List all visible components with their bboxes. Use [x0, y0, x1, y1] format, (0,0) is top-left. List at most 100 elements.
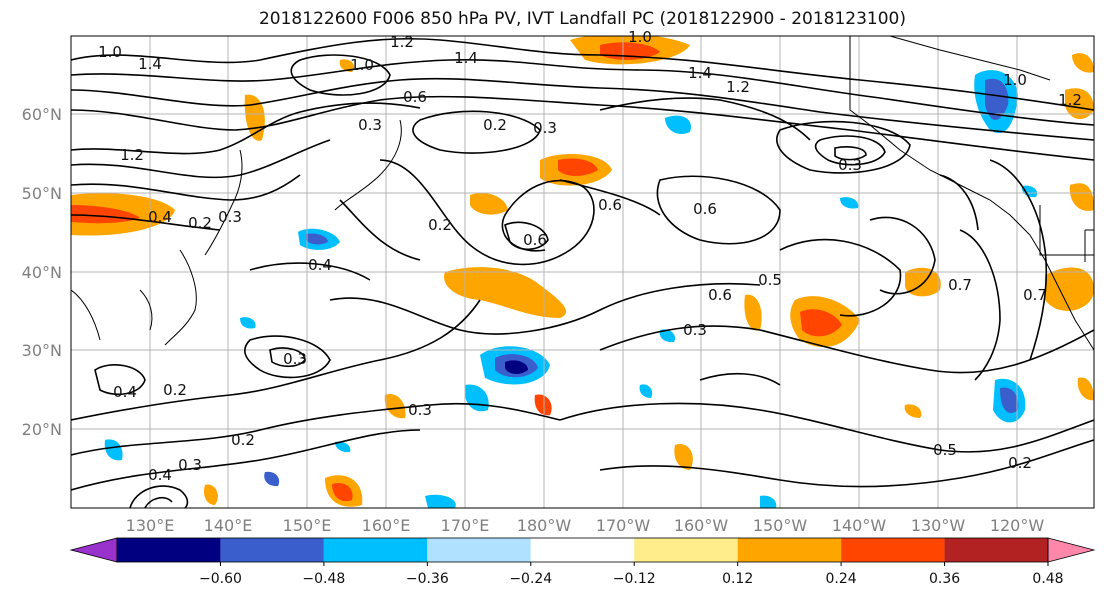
contour-labels: 1.0 1.4 1.2 1.0 1.4 1.2 1.4 1.0 1.2 0.6 0.3 0.2 0.3 0… [98, 28, 1082, 484]
lon-label: 140°W [832, 516, 887, 535]
pv-anomaly-negative [240, 317, 256, 329]
colorbar-swatch [117, 538, 221, 562]
contour-label: 0.6 [693, 200, 717, 218]
colorbar-extend-low [69, 537, 118, 563]
colorbar-swatch [427, 538, 531, 562]
pv-anomaly-negative [335, 441, 351, 453]
colorbar-tick-label: −0.48 [302, 571, 345, 587]
pv-anomaly-positive [558, 158, 598, 176]
contour-label: 0.2 [483, 116, 507, 134]
pv-anomaly-positive [1077, 377, 1094, 401]
contour-label: 0.7 [948, 276, 972, 294]
colorbar-tick-label: −0.12 [613, 571, 656, 587]
map-frame [70, 35, 1095, 509]
colorbar-extend-high [1047, 537, 1096, 563]
colorbar-swatch [841, 538, 945, 562]
pv-anomaly-positive [384, 394, 406, 419]
pv-anomaly-negative [104, 439, 123, 461]
pv-anomaly-negative [840, 197, 859, 209]
lon-label: 180°W [517, 516, 572, 535]
contour-label: 0.4 [148, 208, 172, 226]
contour-label: 0.3 [283, 350, 307, 368]
contour-label: 1.2 [1058, 91, 1082, 109]
contour-label: 0.3 [178, 456, 202, 474]
lon-label: 150°W [753, 516, 808, 535]
graticule [71, 36, 1094, 508]
lon-label: 130°E [126, 516, 175, 535]
contour-label: 0.2 [188, 214, 212, 232]
pv-anomaly-positive [332, 482, 353, 502]
latitude-labels: 60°N 50°N 40°N 30°N 20°N [22, 105, 62, 439]
colorbar-tick-label: −0.24 [509, 571, 552, 587]
lon-label: 120°W [990, 516, 1045, 535]
lat-label: 60°N [22, 105, 62, 124]
contour-label: 0.6 [403, 88, 427, 106]
contour-label: 0.3 [408, 401, 432, 419]
colorbar-outline [116, 537, 1049, 563]
contour-label: 1.0 [350, 56, 374, 74]
lat-label: 30°N [22, 341, 62, 360]
pv-anomaly-positive [1045, 267, 1094, 311]
contour-label: 1.4 [454, 49, 478, 67]
contour-label: 0.2 [231, 431, 255, 449]
contour-label: 0.4 [113, 383, 137, 401]
pv-anomaly-negative [1000, 387, 1019, 414]
contour-label: 1.2 [390, 33, 414, 51]
contour-label: 0.3 [838, 156, 862, 174]
pv-anomaly-positive [1069, 183, 1094, 211]
contour-label: 1.4 [688, 64, 712, 82]
contour-label: 0.2 [1008, 454, 1032, 472]
contour-label: 0.4 [308, 256, 332, 274]
contour-label: 1.2 [726, 78, 750, 96]
lon-label: 170°W [596, 516, 651, 535]
contour-label: 0.6 [708, 286, 732, 304]
pv-anomaly-positive [744, 294, 762, 331]
contour-label: 0.4 [148, 466, 172, 484]
contour-label: 0.3 [218, 208, 242, 226]
pv-anomaly-positive [800, 309, 842, 337]
contour-label: 1.0 [98, 43, 122, 61]
colorbar-swatch [530, 538, 635, 562]
pv-anomaly-negative [985, 78, 1009, 120]
contour-label: 0.2 [163, 381, 187, 399]
coastlines [71, 36, 1094, 351]
contour-label: 0.2 [428, 216, 452, 234]
lon-label: 160°E [362, 516, 411, 535]
contour-label: 1.0 [628, 28, 652, 46]
colorbar-tick-label: 0.36 [929, 571, 960, 587]
pv-anomaly-positive [339, 59, 355, 72]
colorbar-tick-label: 0.24 [826, 571, 857, 587]
pv-anomaly-positive [534, 394, 552, 416]
pv-anomaly-negative [264, 471, 280, 487]
colorbar: −0.60 −0.48 −0.36 −0.24 −0.12 0.12 0.24 0.36 0.4… [69, 537, 1096, 587]
contour-label: 0.7 [1023, 286, 1047, 304]
colorbar-swatch [944, 538, 1048, 562]
contour-label: 1.2 [120, 146, 144, 164]
colorbar-swatch [634, 538, 738, 562]
pv-anomaly-negative [1021, 185, 1038, 198]
lat-label: 20°N [22, 420, 62, 439]
pv-anomaly-positive [1072, 53, 1094, 73]
pv-anomaly-negative [760, 495, 777, 508]
lon-label: 140°E [204, 516, 253, 535]
pv-anomaly-positive [1065, 88, 1094, 120]
pv-anomaly-positive [674, 444, 693, 470]
pv-anomaly-negative [464, 384, 489, 412]
pv-anomaly-positive [204, 484, 218, 505]
pv-anomaly-negative [505, 360, 528, 374]
pv-anomaly-positive [470, 193, 508, 215]
colorbar-swatch [737, 538, 842, 562]
colorbar-tick-label: 0.48 [1032, 571, 1063, 587]
pv-anomaly-negative [665, 115, 691, 135]
pv-anomaly-negative [425, 494, 456, 508]
longitude-labels: 130°E 140°E 150°E 160°E 170°E 180°W 170°W 160°W… [126, 516, 1045, 535]
lon-label: 170°E [441, 516, 490, 535]
lat-label: 40°N [22, 263, 62, 282]
ivt-contours [71, 37, 1094, 508]
pv-anomaly-negative [306, 233, 328, 245]
contour-label: 1.4 [138, 55, 162, 73]
colorbar-swatch [220, 538, 324, 562]
pv-anomaly-negative [639, 384, 653, 398]
colorbar-tick-label: −0.60 [199, 571, 242, 587]
